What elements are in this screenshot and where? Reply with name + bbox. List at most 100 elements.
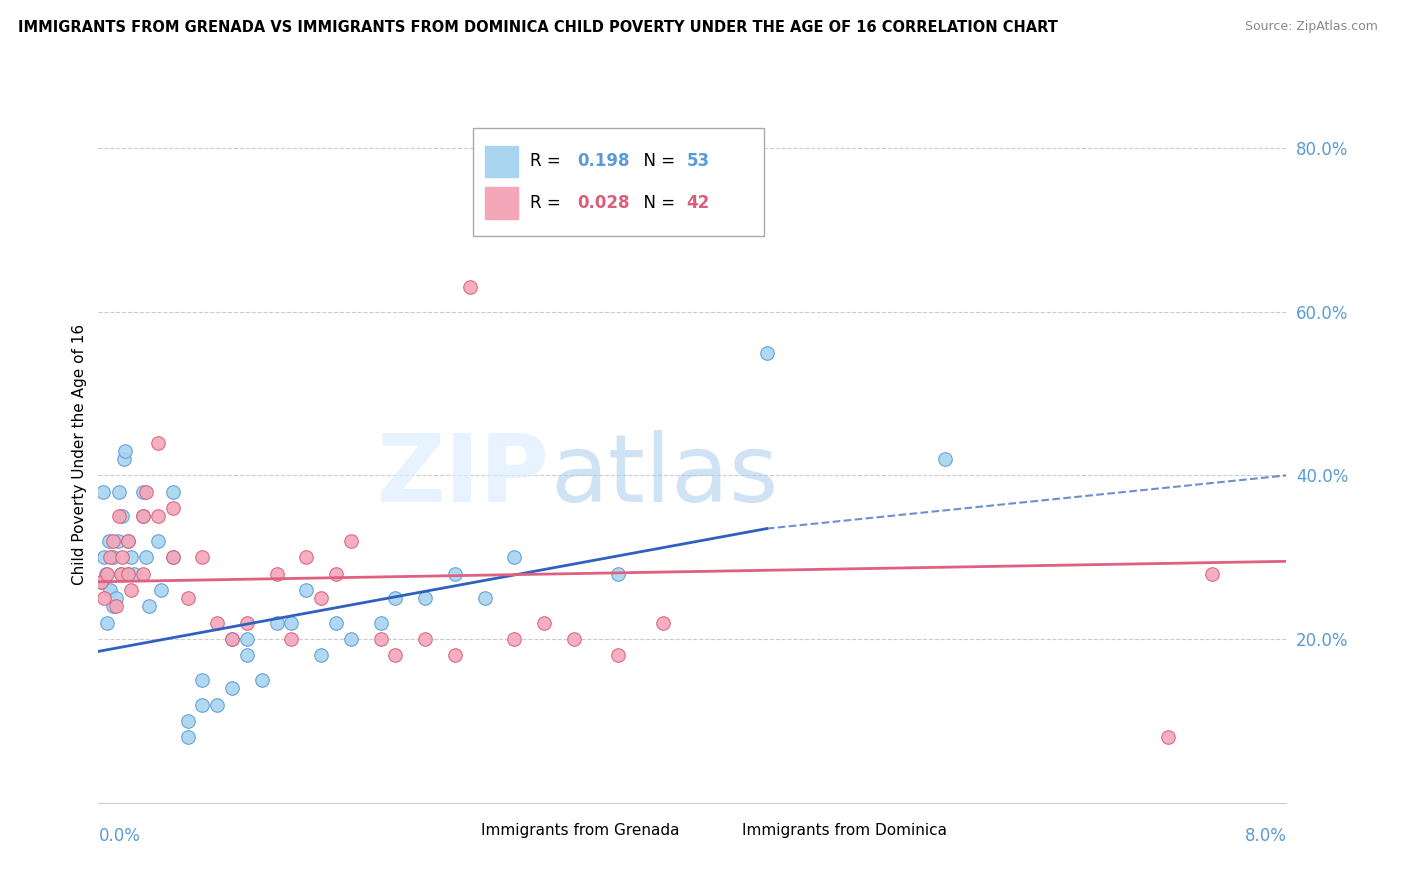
FancyBboxPatch shape [472, 128, 763, 235]
Point [280, 632, 302, 646]
Point [250, 673, 273, 687]
Point [340, 533, 363, 548]
Point [236, 615, 259, 630]
Point [207, 615, 229, 630]
Bar [449, 821, 475, 838]
Point [162, 501, 184, 516]
Text: 0.198: 0.198 [578, 153, 630, 170]
Point [444, 648, 467, 663]
Point [533, 615, 555, 630]
Text: N =: N = [633, 194, 681, 212]
Point [98, 550, 121, 565]
Point [120, 550, 142, 565]
Point [340, 632, 363, 646]
Point [503, 632, 526, 646]
Point [122, 566, 145, 581]
Point [90, 574, 112, 589]
Point [384, 591, 406, 606]
Point [135, 550, 157, 565]
Bar [710, 821, 737, 838]
Point [309, 591, 332, 606]
Text: N =: N = [633, 153, 681, 170]
Point [755, 345, 778, 359]
Text: 8.0%: 8.0% [1244, 827, 1286, 845]
Point [146, 509, 169, 524]
Point [458, 280, 481, 294]
Point [444, 566, 467, 581]
Point [135, 484, 157, 499]
Point [98, 582, 121, 597]
Point [384, 648, 406, 663]
Point [146, 435, 169, 450]
Point [103, 533, 125, 548]
Point [108, 509, 131, 524]
Point [96, 566, 118, 581]
Point [370, 615, 392, 630]
Point [413, 632, 436, 646]
Point [103, 599, 125, 614]
Point [132, 509, 155, 524]
Point [105, 599, 128, 614]
Point [221, 632, 243, 646]
Point [138, 599, 160, 614]
Point [120, 582, 142, 597]
Point [103, 550, 125, 565]
Point [114, 443, 136, 458]
Point [503, 550, 526, 565]
Point [162, 550, 184, 565]
Point [191, 673, 214, 687]
Point [176, 714, 198, 728]
Point [651, 615, 673, 630]
Point [309, 648, 332, 663]
Point [162, 550, 184, 565]
Point [94, 566, 117, 581]
Point [176, 731, 198, 745]
Point [112, 452, 135, 467]
Point [132, 566, 155, 581]
Text: Immigrants from Grenada: Immigrants from Grenada [481, 823, 679, 838]
Bar [485, 145, 517, 177]
Point [280, 615, 302, 630]
Bar [485, 187, 517, 219]
Point [295, 550, 318, 565]
Point [1156, 731, 1178, 745]
Point [91, 484, 114, 499]
Point [93, 591, 115, 606]
Text: IMMIGRANTS FROM GRENADA VS IMMIGRANTS FROM DOMINICA CHILD POVERTY UNDER THE AGE : IMMIGRANTS FROM GRENADA VS IMMIGRANTS FR… [18, 20, 1059, 35]
Text: atlas: atlas [550, 430, 778, 522]
Point [110, 566, 132, 581]
Point [295, 582, 318, 597]
Point [325, 566, 347, 581]
Text: 42: 42 [686, 194, 710, 212]
Point [607, 566, 630, 581]
Point [236, 632, 259, 646]
Point [413, 591, 436, 606]
Point [266, 615, 288, 630]
Point [93, 550, 115, 565]
Point [370, 632, 392, 646]
Point [562, 632, 585, 646]
Point [221, 632, 243, 646]
Point [1201, 566, 1223, 581]
Point [110, 566, 132, 581]
Point [162, 484, 184, 499]
Point [176, 591, 198, 606]
Point [105, 591, 128, 606]
Point [97, 533, 120, 548]
Point [108, 484, 131, 499]
Point [132, 509, 155, 524]
Point [107, 533, 129, 548]
Point [117, 566, 139, 581]
Point [474, 591, 496, 606]
Text: R =: R = [530, 153, 565, 170]
Point [111, 509, 134, 524]
Text: Immigrants from Dominica: Immigrants from Dominica [742, 823, 948, 838]
Point [111, 550, 134, 565]
Text: 0.0%: 0.0% [98, 827, 141, 845]
Text: Source: ZipAtlas.com: Source: ZipAtlas.com [1244, 20, 1378, 33]
Point [207, 698, 229, 712]
Point [221, 681, 243, 696]
Point [191, 550, 214, 565]
Point [90, 574, 112, 589]
Text: ZIP: ZIP [377, 430, 550, 522]
